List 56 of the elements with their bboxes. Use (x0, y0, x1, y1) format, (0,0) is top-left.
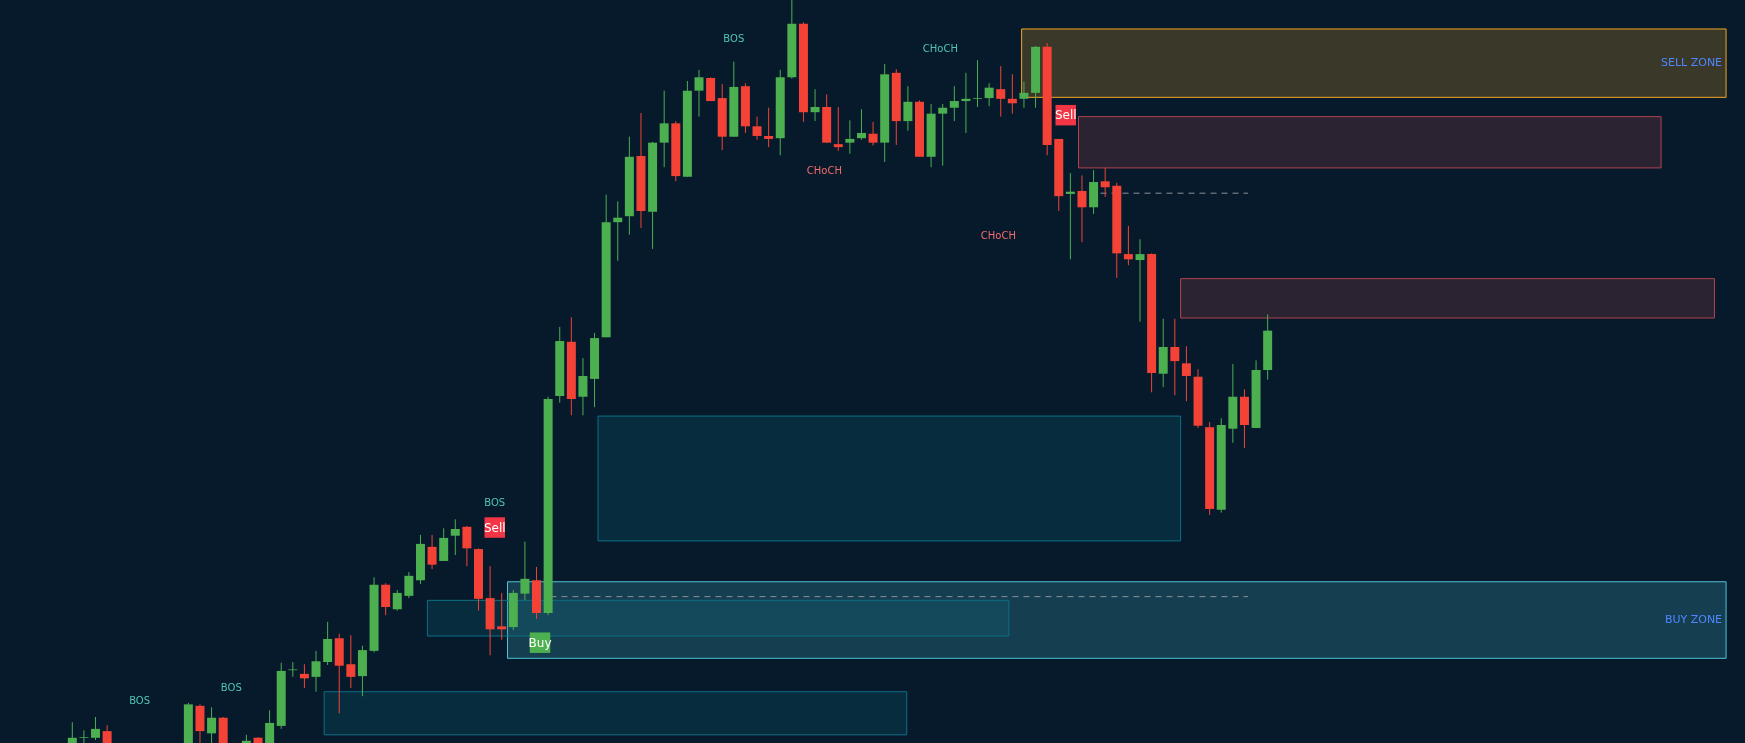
candlestick (462, 525, 472, 567)
annotation: BOS (129, 694, 151, 706)
candlestick (265, 709, 275, 743)
annotation: CHoCH (806, 164, 842, 176)
annotation: Buy (528, 635, 552, 650)
annotation: BOS (723, 32, 745, 44)
candlestick (1170, 318, 1180, 396)
candlestick (299, 663, 309, 689)
candlestick (1181, 345, 1191, 402)
candlestick (996, 65, 1006, 118)
candlestick (1065, 172, 1075, 260)
candlestick (439, 527, 449, 562)
band-label: BUY ZONE (1664, 613, 1723, 627)
candlestick (91, 716, 101, 741)
candlestick (520, 541, 530, 601)
candlestick (1100, 167, 1110, 198)
candlestick (903, 85, 913, 132)
candlestick (613, 200, 623, 262)
candlestick (949, 85, 959, 122)
candlestick (810, 88, 820, 122)
candlestick (1123, 225, 1133, 266)
candlestick (856, 108, 866, 141)
candlestick (659, 90, 669, 168)
annotation: BOS (484, 497, 506, 509)
candlestick (311, 650, 321, 693)
candlestick (694, 69, 704, 118)
candlestick (67, 721, 77, 743)
candlestick (1077, 174, 1087, 243)
candlestick (833, 106, 843, 152)
candlestick (323, 621, 333, 666)
candlestick (938, 103, 948, 167)
candlestick (79, 729, 89, 743)
candlestick (404, 571, 414, 599)
candlestick (578, 357, 588, 416)
candlestick (207, 706, 217, 743)
candlestick (845, 119, 855, 155)
candlestick (961, 72, 971, 134)
candlestick (973, 59, 983, 108)
candlestick (497, 592, 507, 641)
candlestick (1135, 238, 1145, 323)
candlestick (288, 661, 298, 678)
candlestick (1019, 81, 1029, 109)
candlestick (381, 582, 391, 616)
band-label: SELL ZONE (1661, 56, 1723, 70)
candlestick (984, 82, 994, 107)
candlestick (392, 589, 402, 612)
candlestick (450, 518, 460, 556)
candlestick (764, 107, 774, 148)
annotation: BOS (220, 682, 242, 694)
candlestick (868, 121, 878, 147)
annotation: CHoCH (922, 43, 958, 55)
candlestick (752, 116, 762, 141)
annotation: CHoCH (980, 230, 1016, 242)
candlestick (346, 634, 356, 689)
candlestick (427, 534, 437, 570)
candlestick (1007, 73, 1017, 115)
